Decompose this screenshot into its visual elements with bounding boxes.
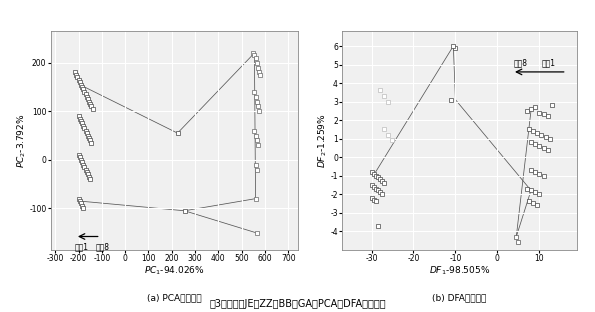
Y-axis label: $PC_2$-3.792%: $PC_2$-3.792% [15,113,28,168]
Text: (b) DFA分析结果: (b) DFA分析结果 [433,293,487,302]
Text: 配方1: 配方1 [541,58,556,67]
Y-axis label: $DF_2$-1.259%: $DF_2$-1.259% [317,113,329,168]
Text: 配方1: 配方1 [74,242,89,251]
X-axis label: $DF_1$-98.505%: $DF_1$-98.505% [429,264,490,277]
Text: 配方8: 配方8 [96,242,110,251]
Text: (a) PCA分析结果: (a) PCA分析结果 [147,293,201,302]
Text: 图3　传感器JE、ZZ、BB和GA的PCA和DFA分析结果: 图3 传感器JE、ZZ、BB和GA的PCA和DFA分析结果 [209,299,386,309]
X-axis label: $PC_1$-94.026%: $PC_1$-94.026% [143,264,205,277]
Text: 配方8: 配方8 [513,58,527,67]
